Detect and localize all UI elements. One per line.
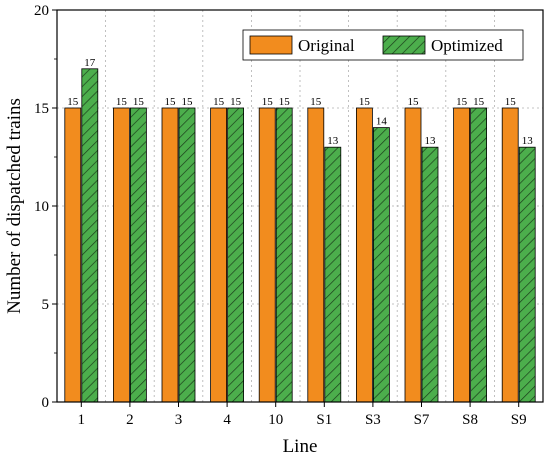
y-axis-label: Number of dispatched trains [4,98,25,314]
x-tick-label: S9 [511,412,527,428]
value-label-original: 15 [262,96,274,108]
bar-optimized-S1 [324,146,342,403]
value-label-original: 15 [165,96,177,108]
bar-original-1 [64,107,82,403]
value-label-optimized: 17 [84,57,96,69]
bar-optimized-3 [178,107,196,403]
x-tick-label: 3 [175,412,183,428]
bar-optimized-1 [81,68,99,403]
value-label-original: 15 [213,96,225,108]
value-label-original: 15 [359,96,371,108]
x-tick-label: S7 [414,412,430,428]
value-label-optimized: 13 [327,135,339,147]
y-tick-label: 15 [34,101,49,117]
value-label-optimized: 15 [279,96,291,108]
x-axis: 1 2 3 4 10 S1 S3 S7 S8 S9 [78,402,527,428]
x-tick-label: S1 [316,412,332,428]
y-axis: 0 5 10 15 20 [34,3,57,411]
value-label-optimized: 15 [230,96,242,108]
bar-optimized-4 [227,107,245,403]
bar-original-S7 [404,107,422,403]
x-tick-label: 1 [78,412,86,428]
legend-label-original: Original [298,36,355,55]
bar-original-S1 [307,107,325,403]
bar-original-2 [113,107,130,403]
bar-original-10 [258,107,276,403]
bar-optimized-S7 [421,146,439,403]
value-label-original: 15 [310,96,322,108]
bar-optimized-S8 [470,107,488,403]
value-label-optimized: 13 [522,135,534,147]
bar-optimized-10 [275,107,293,403]
value-label-optimized: 15 [182,96,194,108]
value-label-original: 15 [505,96,517,108]
legend-swatch-original [249,35,293,55]
bar-optimized-S3 [372,127,390,403]
bar-original-S3 [355,107,373,403]
legend-label-optimized: Optimized [431,36,503,55]
bar-original-3 [161,107,179,403]
bar-original-S9 [501,107,519,403]
value-label-original: 15 [67,96,79,108]
value-label-original: 15 [408,96,420,108]
legend: Original Optimized [242,29,524,61]
x-tick-label: 2 [126,412,134,428]
bar-optimized-S9 [518,146,536,403]
value-label-original: 15 [116,96,128,108]
bar-original-S8 [453,107,471,403]
value-label-optimized: 14 [376,116,388,128]
value-label-optimized: 15 [473,96,485,108]
x-axis-label: Line [283,436,318,457]
bar-optimized-2 [129,107,147,403]
y-tick-label: 0 [42,395,50,411]
x-tick-label: S3 [365,412,381,428]
value-label-original: 15 [456,96,468,108]
bar-value-labels: 15 17 15 15 15 15 15 15 15 15 15 13 15 14 15 13 15 15 15 13 [67,57,533,147]
bar-original-4 [210,107,228,403]
legend-swatch-optimized [382,35,426,55]
x-tick-label: 4 [223,412,231,428]
value-label-optimized: 15 [133,96,145,108]
value-label-optimized: 13 [425,135,437,147]
y-tick-label: 20 [34,3,49,19]
y-tick-label: 5 [42,297,50,313]
x-tick-label: 10 [268,412,283,428]
x-tick-label: S8 [462,412,478,428]
y-tick-label: 10 [34,199,49,215]
